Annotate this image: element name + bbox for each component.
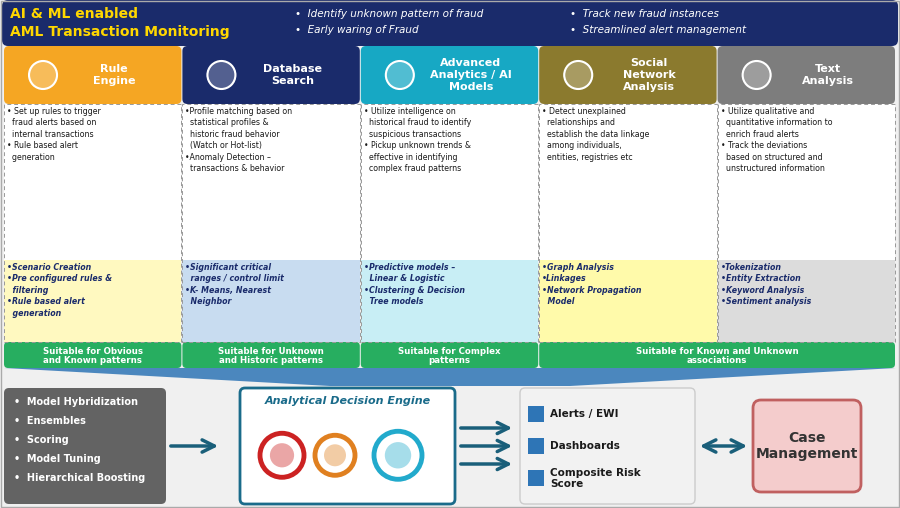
Bar [528,405,544,422]
Circle shape [564,61,592,89]
Text: patterns: patterns [428,356,471,365]
Text: •Tokenization
•Entity Extraction
•Keyword Analysis
•Sentiment analysis: •Tokenization •Entity Extraction •Keywor… [721,263,811,306]
Text: Engine: Engine [93,76,135,86]
Bar [528,470,544,487]
Text: •  Ensembles: • Ensembles [14,416,86,426]
Text: •  Model Hybridization: • Model Hybridization [14,397,138,407]
Bar [717,104,895,342]
Text: Analysis: Analysis [802,76,853,86]
Text: Text: Text [814,64,841,74]
FancyBboxPatch shape [361,342,538,368]
Circle shape [324,444,346,466]
Bar [539,104,716,260]
Bar [539,260,716,342]
FancyBboxPatch shape [4,46,182,104]
Text: •  Streamlined alert management: • Streamlined alert management [570,25,746,35]
Bar [183,260,360,342]
Bar [183,104,360,260]
Circle shape [270,443,294,467]
Text: •  Track new fraud instances: • Track new fraud instances [570,9,719,19]
FancyBboxPatch shape [753,400,861,492]
FancyBboxPatch shape [717,46,895,104]
Text: • Utilize qualitative and
  quantitative information to
  enrich fraud alerts
• : • Utilize qualitative and quantitative i… [721,107,833,173]
FancyBboxPatch shape [183,342,360,368]
Bar [539,104,716,342]
Text: Case
Management: Case Management [756,431,859,461]
Text: Analytical Decision Engine: Analytical Decision Engine [265,396,430,406]
Text: and Historic patterns: and Historic patterns [219,356,323,365]
Circle shape [207,61,236,89]
Text: Analysis: Analysis [623,82,675,92]
Text: •  Hierarchical Boosting: • Hierarchical Boosting [14,473,145,483]
FancyBboxPatch shape [240,388,455,504]
Bar [361,104,538,260]
Text: Suitable for Unknown: Suitable for Unknown [218,347,324,357]
Text: Analytics / AI: Analytics / AI [430,70,512,80]
Text: •  Scoring: • Scoring [14,435,68,445]
Text: Dashboards: Dashboards [550,441,620,451]
Circle shape [742,61,770,89]
Bar [183,104,360,342]
Bar [4,260,182,342]
Text: Social: Social [631,58,668,68]
Text: AML Transaction Monitoring: AML Transaction Monitoring [10,25,230,39]
Text: • Detect unexplained
  relationships and
  establish the data linkage
  among in: • Detect unexplained relationships and e… [542,107,650,162]
FancyBboxPatch shape [361,46,538,104]
Text: Suitable for Known and Unknown: Suitable for Known and Unknown [635,346,798,356]
Text: associations: associations [687,356,747,365]
FancyBboxPatch shape [183,46,360,104]
Text: •Graph Analysis
•Linkages
•Network Propagation
  Model: •Graph Analysis •Linkages •Network Propa… [542,263,642,306]
Text: and Known patterns: and Known patterns [43,356,142,365]
Circle shape [29,61,57,89]
Text: Database: Database [263,64,322,74]
Bar [717,104,895,260]
Text: Alerts / EWI: Alerts / EWI [550,408,618,419]
Text: •Scenario Creation
•Pre configured rules &
  filtering
•Rule based alert
  gener: •Scenario Creation •Pre configured rules… [7,263,112,318]
Circle shape [386,61,414,89]
Text: Network: Network [623,70,676,80]
Text: • Set up rules to trigger
  fraud alerts based on
  internal transactions
• Rule: • Set up rules to trigger fraud alerts b… [7,107,101,162]
FancyBboxPatch shape [539,46,716,104]
Text: Composite Risk
Score: Composite Risk Score [550,468,641,489]
Bar [528,438,544,454]
FancyBboxPatch shape [2,0,898,46]
Polygon shape [4,368,896,386]
Bar [4,104,182,260]
FancyBboxPatch shape [520,388,695,504]
Text: AI & ML enabled: AI & ML enabled [10,7,138,21]
Text: •Profile matching based on
  statistical profiles &
  historic fraud behavior
  : •Profile matching based on statistical p… [185,107,292,173]
Text: •Predictive models –
  Linear & Logistic
•Clustering & Decision
  Tree models: •Predictive models – Linear & Logistic •… [364,263,464,306]
Bar [361,104,538,342]
Text: •  Early waring of Fraud: • Early waring of Fraud [295,25,418,35]
Text: •  Identify unknown pattern of fraud: • Identify unknown pattern of fraud [295,9,483,19]
Bar [361,260,538,342]
Text: Models: Models [448,82,493,92]
Text: Search: Search [271,76,314,86]
Circle shape [385,442,411,468]
Bar [717,260,895,342]
Text: Suitable for Obvious: Suitable for Obvious [42,347,143,357]
Text: •Significant critical
  ranges / control limit
•K- Means, Nearest
  Neighbor: •Significant critical ranges / control l… [185,263,284,306]
Text: • Utilize intelligence on
  historical fraud to identify
  suspicious transactio: • Utilize intelligence on historical fra… [364,107,471,173]
FancyBboxPatch shape [4,342,182,368]
FancyBboxPatch shape [4,388,166,504]
Text: Rule: Rule [100,64,128,74]
Bar [4,104,182,342]
Text: Suitable for Complex: Suitable for Complex [398,347,500,357]
FancyBboxPatch shape [539,342,895,368]
Text: •  Model Tuning: • Model Tuning [14,454,101,464]
Text: Advanced: Advanced [440,58,501,68]
